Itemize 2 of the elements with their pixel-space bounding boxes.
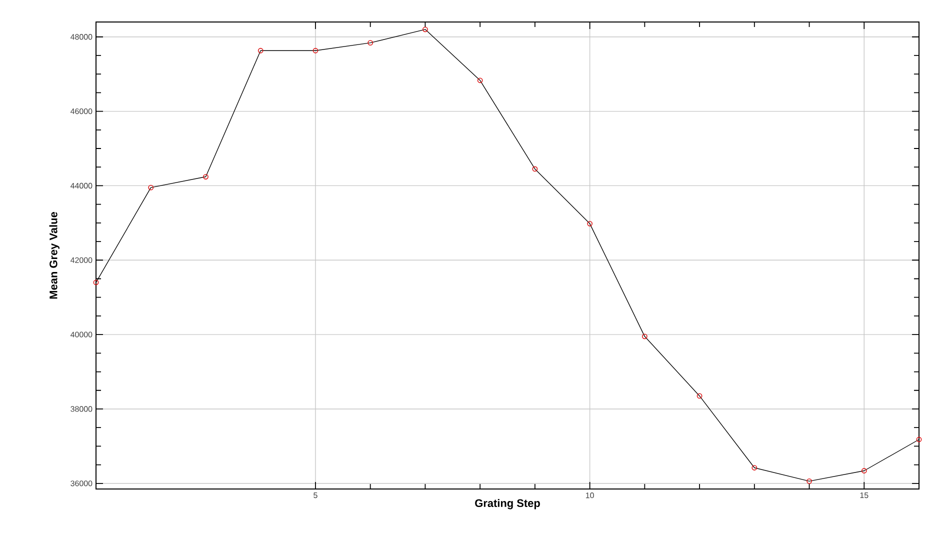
y-axis-title: Mean Grey Value [49, 212, 60, 299]
x-axis-title: Grating Step [475, 498, 540, 510]
